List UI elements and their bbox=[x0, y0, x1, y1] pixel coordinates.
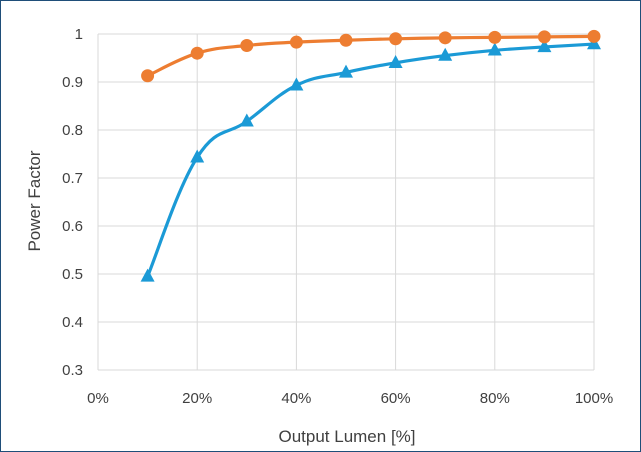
data-point-triangle bbox=[537, 39, 552, 53]
series-layer bbox=[140, 29, 601, 282]
data-point-circle bbox=[339, 33, 353, 47]
y-tick-label: 0.8 bbox=[62, 122, 83, 139]
y-tick-label: 1 bbox=[75, 26, 83, 43]
x-tick-label: 40% bbox=[281, 390, 311, 407]
data-point-triangle bbox=[140, 268, 155, 282]
x-tick-label: 0% bbox=[87, 390, 109, 407]
y-tick-label: 0.3 bbox=[62, 362, 83, 379]
x-axis-title: Output Lumen [%] bbox=[278, 427, 415, 446]
data-point-triangle bbox=[487, 42, 502, 56]
x-tick-label: 100% bbox=[575, 390, 613, 407]
y-tick-label: 0.7 bbox=[62, 170, 83, 187]
data-point-circle bbox=[240, 39, 254, 53]
data-point-triangle bbox=[289, 77, 304, 91]
y-tick-label: 0.5 bbox=[62, 266, 83, 283]
y-tick-label: 0.6 bbox=[62, 218, 83, 235]
data-point-circle bbox=[289, 35, 303, 49]
series-line-circle bbox=[146, 34, 596, 78]
data-point-circle bbox=[488, 30, 502, 44]
data-point-circle bbox=[587, 29, 601, 43]
x-tick-label: 20% bbox=[182, 390, 212, 407]
data-point-circle bbox=[190, 46, 204, 60]
data-point-triangle bbox=[339, 64, 353, 78]
data-point-circle bbox=[141, 69, 155, 83]
series-line-triangle bbox=[146, 42, 596, 278]
data-point-triangle bbox=[239, 113, 254, 127]
tick-labels: 0.3 0.4 0.5 0.6 0.7 0.8 0.9 1 0% 20% 40% 60% 80% 100% bbox=[62, 26, 613, 407]
data-point-triangle bbox=[388, 55, 403, 68]
data-point-triangle bbox=[190, 149, 205, 163]
data-point-circle bbox=[389, 32, 403, 46]
data-point-circle bbox=[537, 30, 551, 44]
data-point-circle bbox=[438, 31, 452, 45]
gridlines bbox=[97, 33, 595, 371]
y-tick-label: 0.4 bbox=[62, 314, 83, 331]
y-tick-label: 0.9 bbox=[62, 74, 83, 91]
x-tick-label: 60% bbox=[381, 390, 411, 407]
y-axis-title: Power Factor bbox=[25, 150, 44, 251]
x-tick-label: 80% bbox=[480, 390, 510, 407]
data-point-triangle bbox=[438, 47, 453, 61]
